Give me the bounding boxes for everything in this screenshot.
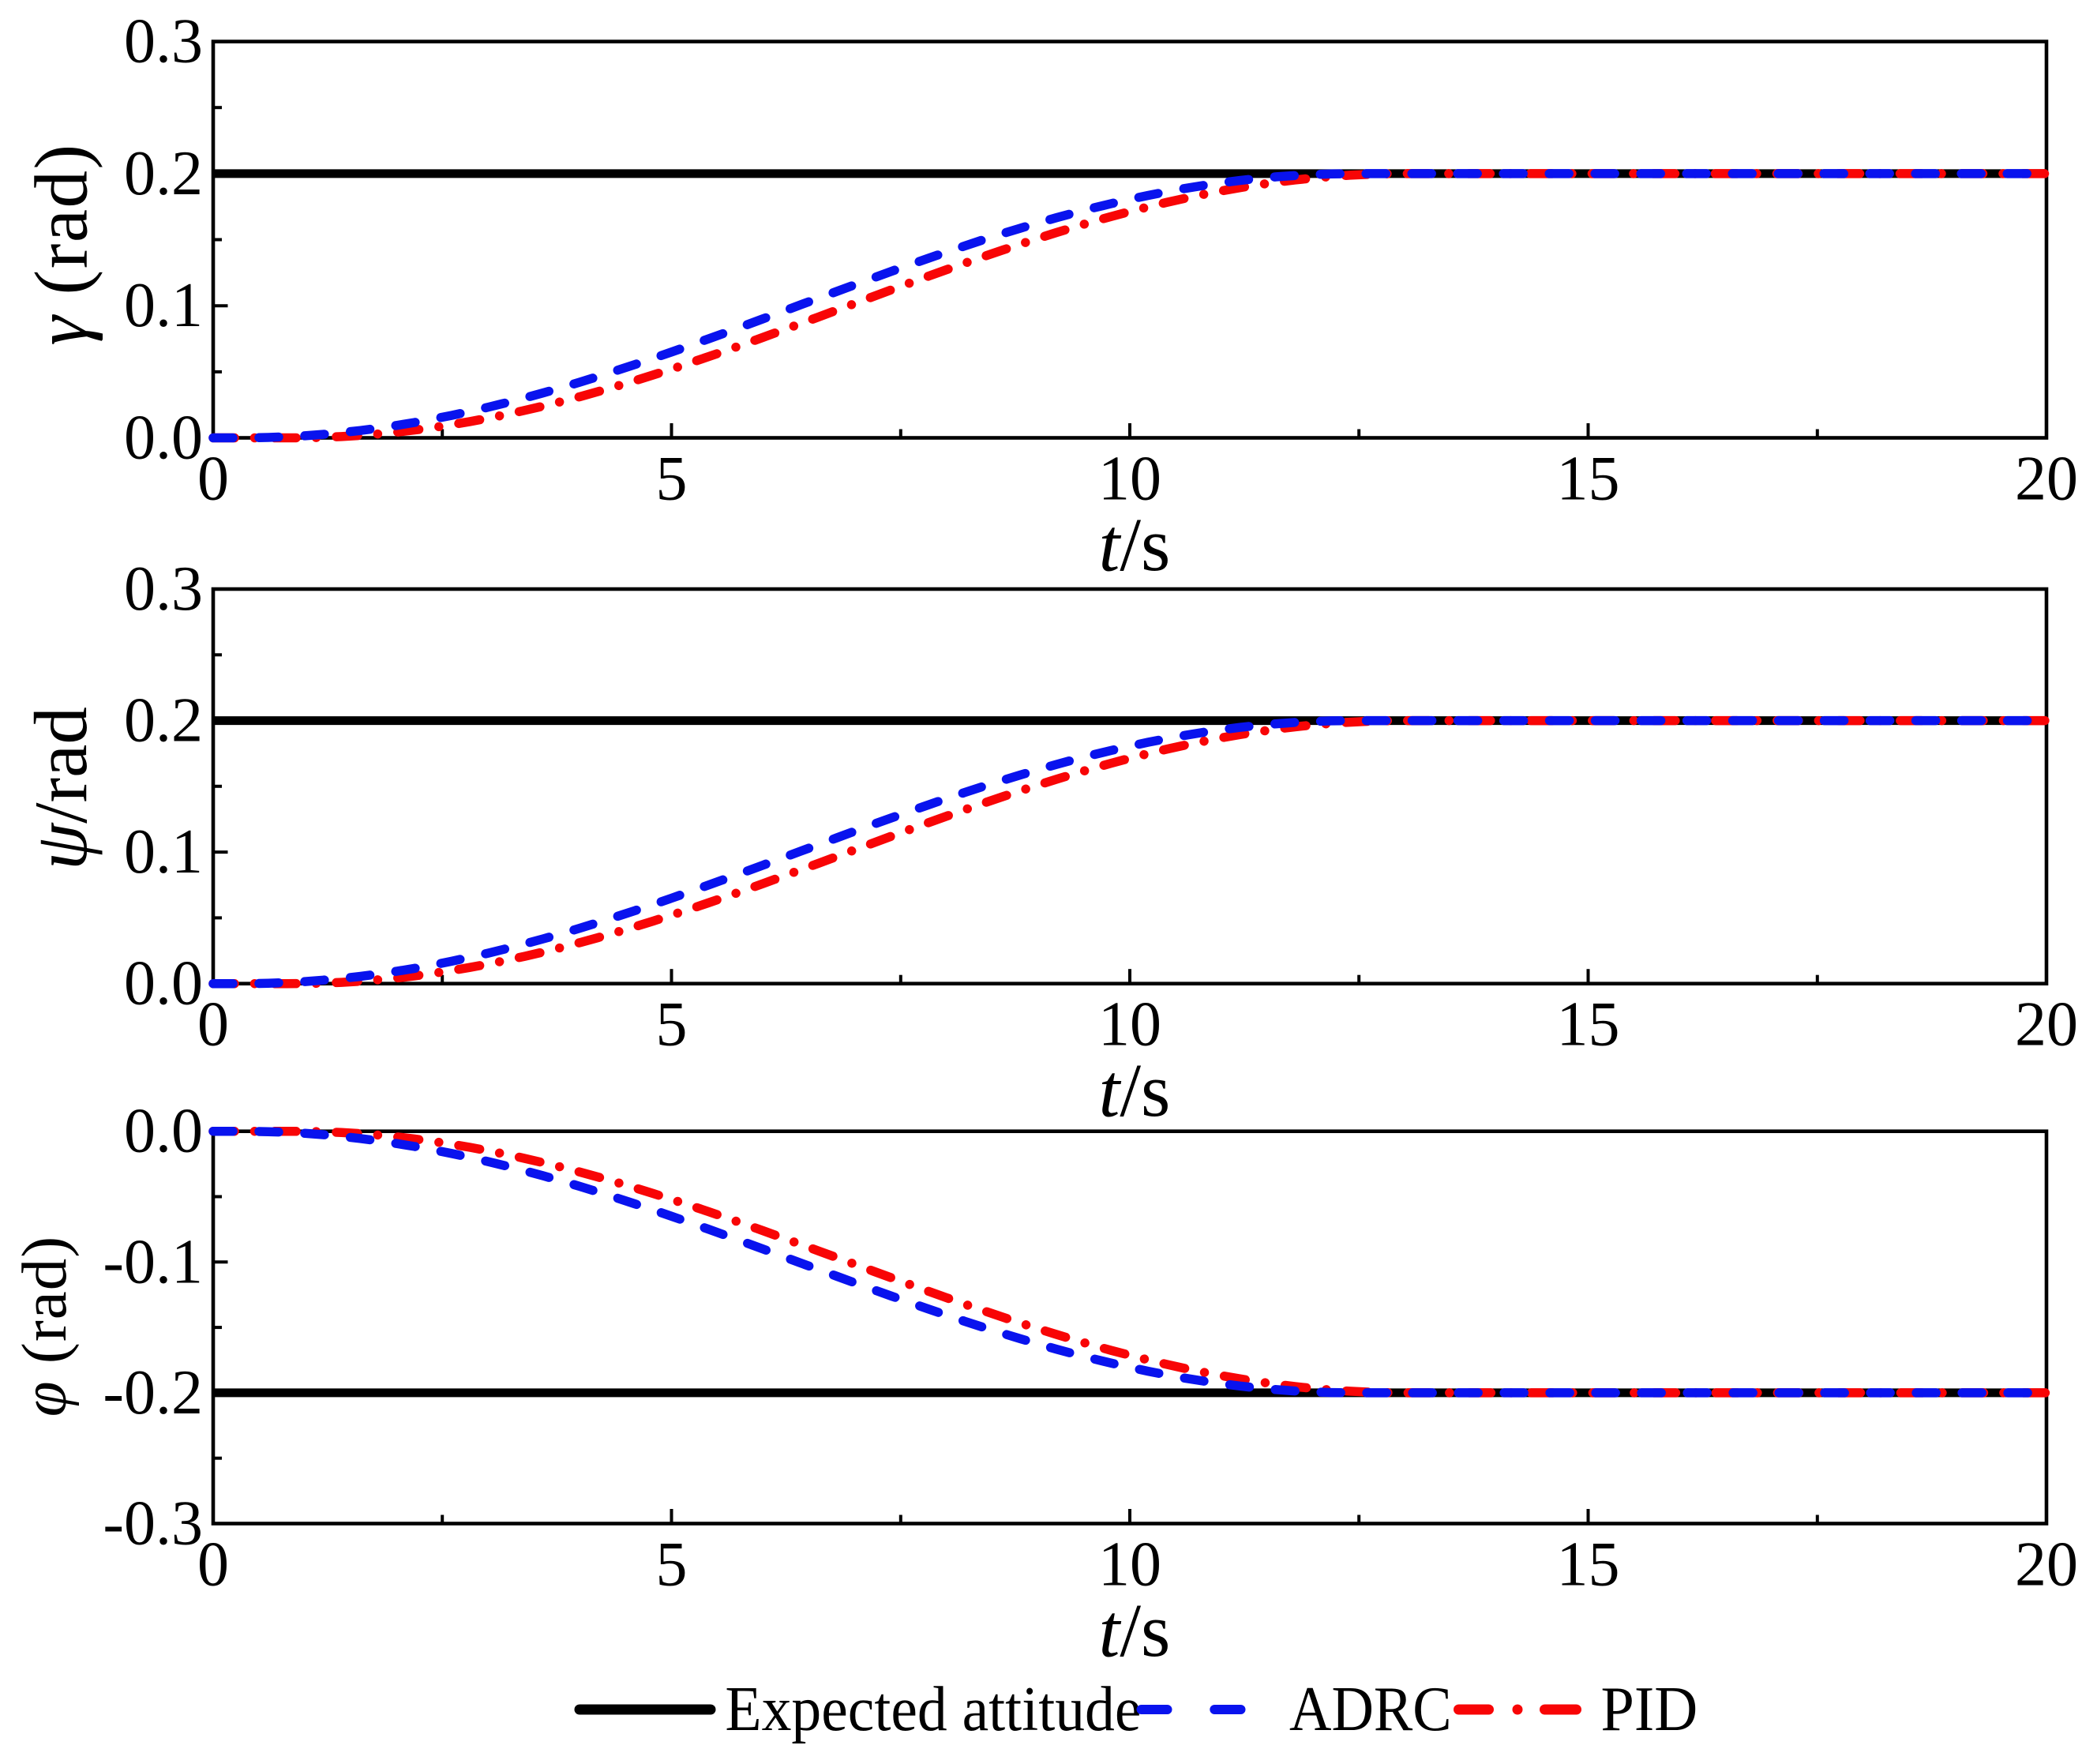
svg-text:0: 0 [197, 990, 229, 1060]
svg-text:Expected attitude: Expected attitude [725, 1675, 1141, 1744]
svg-text:t/s: t/s [1099, 1048, 1171, 1132]
svg-text:0.0: 0.0 [124, 1097, 203, 1166]
svg-text:0.2: 0.2 [124, 686, 203, 756]
svg-text:ψ/rad: ψ/rad [19, 707, 103, 870]
svg-text:0.0: 0.0 [124, 949, 203, 1019]
svg-text:0.1: 0.1 [124, 817, 203, 887]
svg-text:10: 10 [1098, 990, 1161, 1060]
svg-text:20: 20 [2015, 1530, 2078, 1600]
svg-text:15: 15 [1557, 445, 1620, 514]
svg-text:5: 5 [656, 1530, 688, 1600]
svg-text:5: 5 [656, 990, 688, 1060]
svg-text:10: 10 [1098, 1530, 1161, 1600]
svg-text:0: 0 [197, 1530, 229, 1600]
svg-text:0.3: 0.3 [124, 554, 203, 624]
svg-text:-0.1: -0.1 [103, 1227, 203, 1297]
svg-text:-0.2: -0.2 [103, 1358, 203, 1428]
svg-text:φ (rad): φ (rad) [9, 1236, 80, 1417]
svg-text:0.0: 0.0 [124, 403, 203, 473]
svg-text:t/s: t/s [1099, 1588, 1171, 1672]
svg-text:t/s: t/s [1099, 502, 1171, 587]
svg-text:-0.3: -0.3 [103, 1489, 203, 1559]
svg-text:5: 5 [656, 445, 688, 514]
svg-text:20: 20 [2015, 445, 2078, 514]
svg-text:0.3: 0.3 [124, 7, 203, 77]
svg-text:PID: PID [1601, 1675, 1698, 1744]
svg-text:0.1: 0.1 [124, 271, 203, 340]
svg-text:ADRC: ADRC [1289, 1675, 1452, 1744]
svg-text:15: 15 [1557, 1530, 1620, 1600]
svg-text:20: 20 [2015, 990, 2078, 1060]
svg-text:15: 15 [1557, 990, 1620, 1060]
svg-text:γ (rad): γ (rad) [20, 143, 103, 345]
svg-text:10: 10 [1098, 445, 1161, 514]
svg-text:0.2: 0.2 [124, 139, 203, 208]
svg-text:0: 0 [197, 445, 229, 514]
